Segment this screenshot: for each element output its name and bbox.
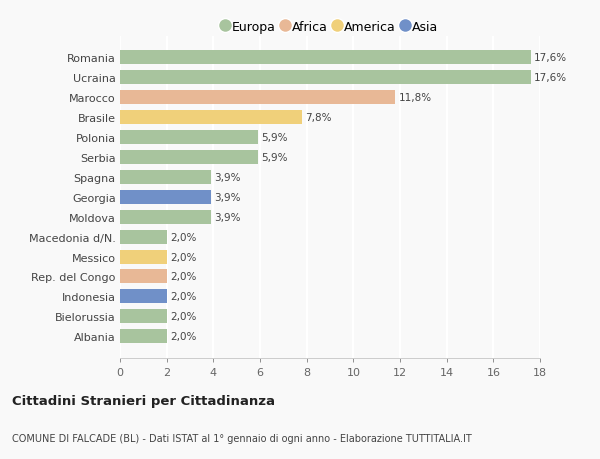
Text: 2,0%: 2,0% — [170, 292, 197, 302]
Bar — [120, 71, 530, 85]
Bar — [120, 210, 211, 224]
Text: COMUNE DI FALCADE (BL) - Dati ISTAT al 1° gennaio di ogni anno - Elaborazione TU: COMUNE DI FALCADE (BL) - Dati ISTAT al 1… — [12, 433, 472, 442]
Text: 17,6%: 17,6% — [534, 73, 567, 83]
Bar — [120, 310, 167, 324]
Bar — [120, 171, 211, 185]
Bar — [120, 230, 167, 244]
Bar — [120, 290, 167, 304]
Bar — [120, 250, 167, 264]
Text: 2,0%: 2,0% — [170, 232, 197, 242]
Bar — [120, 270, 167, 284]
Text: 5,9%: 5,9% — [261, 133, 287, 143]
Bar — [120, 111, 302, 125]
Text: 7,8%: 7,8% — [305, 113, 332, 123]
Bar — [120, 330, 167, 343]
Text: 5,9%: 5,9% — [261, 153, 287, 162]
Bar — [120, 51, 530, 65]
Bar — [120, 151, 257, 165]
Bar — [120, 131, 257, 145]
Bar — [120, 190, 211, 204]
Text: 3,9%: 3,9% — [215, 212, 241, 222]
Text: 2,0%: 2,0% — [170, 312, 197, 322]
Text: Cittadini Stranieri per Cittadinanza: Cittadini Stranieri per Cittadinanza — [12, 394, 275, 407]
Legend: Europa, Africa, America, Asia: Europa, Africa, America, Asia — [218, 17, 442, 38]
Text: 2,0%: 2,0% — [170, 272, 197, 282]
Text: 11,8%: 11,8% — [399, 93, 432, 103]
Text: 3,9%: 3,9% — [215, 192, 241, 202]
Bar — [120, 91, 395, 105]
Text: 3,9%: 3,9% — [215, 173, 241, 183]
Text: 2,0%: 2,0% — [170, 252, 197, 262]
Text: 2,0%: 2,0% — [170, 331, 197, 341]
Text: 17,6%: 17,6% — [534, 53, 567, 63]
